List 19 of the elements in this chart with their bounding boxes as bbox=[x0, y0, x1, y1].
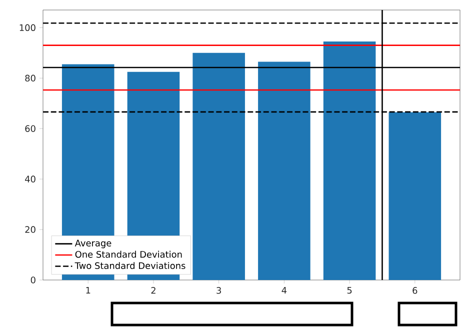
y-tick-label: 20 bbox=[25, 226, 36, 233]
x-tick-label: 2 bbox=[151, 287, 156, 294]
x-tick-label: 3 bbox=[216, 287, 221, 294]
bar bbox=[388, 112, 442, 280]
legend-label: One Standard Deviation bbox=[75, 250, 182, 258]
bar bbox=[192, 52, 245, 280]
y-tick-label: 0 bbox=[30, 276, 36, 284]
y-tick-label: 100 bbox=[20, 24, 36, 32]
legend-label: Average bbox=[74, 240, 112, 248]
x-tick-label: 4 bbox=[282, 287, 287, 294]
x-tick-label: 5 bbox=[347, 287, 352, 294]
x-tick-label: 6 bbox=[412, 287, 418, 294]
y-tick-label: 40 bbox=[25, 176, 36, 182]
legend-label: Two Standard Deviations bbox=[74, 262, 186, 270]
bar bbox=[258, 62, 310, 280]
y-tick-label: 60 bbox=[25, 125, 36, 132]
bar bbox=[323, 42, 376, 280]
y-tick-label: 80 bbox=[25, 74, 36, 82]
x-tick-label: 1 bbox=[86, 287, 90, 294]
